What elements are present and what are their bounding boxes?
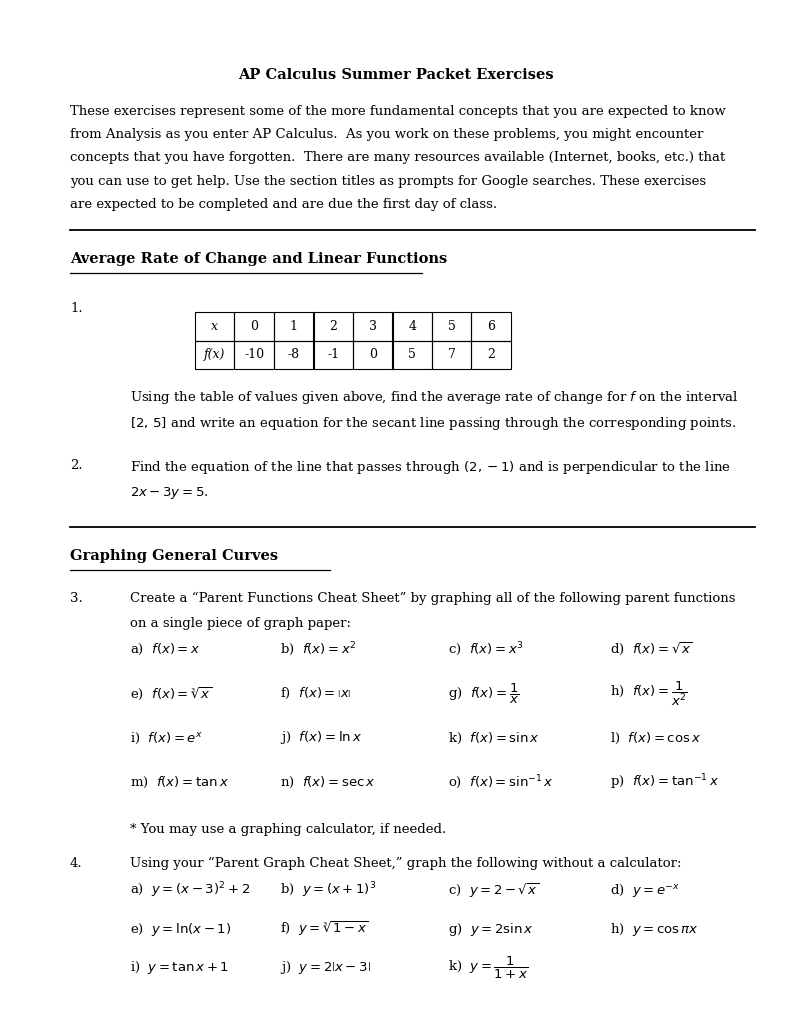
Text: from Analysis as you enter AP Calculus.  As you work on these problems, you migh: from Analysis as you enter AP Calculus. … xyxy=(70,128,703,141)
Text: a)  $y=(x-3)^2+2$: a) $y=(x-3)^2+2$ xyxy=(130,881,250,900)
Text: concepts that you have forgotten.  There are many resources available (Internet,: concepts that you have forgotten. There … xyxy=(70,152,725,165)
Text: n)  $f(x)=\sec x$: n) $f(x)=\sec x$ xyxy=(280,775,376,791)
Text: $\left[2,\, 5\right]$ and write an equation for the secant line passing through : $\left[2,\, 5\right]$ and write an equat… xyxy=(130,416,736,432)
Text: * You may use a graphing calculator, if needed.: * You may use a graphing calculator, if … xyxy=(130,823,446,836)
Text: Create a “Parent Functions Cheat Sheet” by graphing all of the following parent : Create a “Parent Functions Cheat Sheet” … xyxy=(130,592,736,605)
Text: f(x): f(x) xyxy=(204,348,225,361)
Text: h)  $f(x)=\dfrac{1}{x^2}$: h) $f(x)=\dfrac{1}{x^2}$ xyxy=(610,679,688,708)
Bar xyxy=(471,341,511,369)
Text: e)  $f(x)=\sqrt[3]{x}$: e) $f(x)=\sqrt[3]{x}$ xyxy=(130,685,212,701)
Bar xyxy=(234,312,274,341)
Text: k)  $y=\dfrac{1}{1+x}$: k) $y=\dfrac{1}{1+x}$ xyxy=(448,954,528,981)
Text: 5: 5 xyxy=(448,319,456,333)
Text: -8: -8 xyxy=(288,348,300,361)
Text: b)  $y=(x+1)^3$: b) $y=(x+1)^3$ xyxy=(280,881,377,900)
Text: 7: 7 xyxy=(448,348,456,361)
Text: d)  $y=e^{-x}$: d) $y=e^{-x}$ xyxy=(610,882,680,899)
Text: k)  $f(x)=\sin x$: k) $f(x)=\sin x$ xyxy=(448,730,539,745)
Text: $2x - 3y = 5$.: $2x - 3y = 5$. xyxy=(130,485,209,502)
Bar xyxy=(392,341,432,369)
Bar xyxy=(432,312,471,341)
Bar xyxy=(353,341,392,369)
Text: Using your “Parent Graph Cheat Sheet,” graph the following without a calculator:: Using your “Parent Graph Cheat Sheet,” g… xyxy=(130,857,682,870)
Text: j)  $f(x)=\ln x$: j) $f(x)=\ln x$ xyxy=(280,729,362,746)
Text: c)  $f(x)=x^3$: c) $f(x)=x^3$ xyxy=(448,640,524,657)
Text: f)  $y=\sqrt[3]{1-x}$: f) $y=\sqrt[3]{1-x}$ xyxy=(280,920,369,938)
Text: are expected to be completed and are due the first day of class.: are expected to be completed and are due… xyxy=(70,198,497,211)
Text: 0: 0 xyxy=(250,319,258,333)
Text: 0: 0 xyxy=(369,348,377,361)
Text: Graphing General Curves: Graphing General Curves xyxy=(70,549,278,563)
Text: 6: 6 xyxy=(487,319,495,333)
Text: h)  $y=\cos \pi x$: h) $y=\cos \pi x$ xyxy=(610,921,698,938)
Bar xyxy=(313,341,353,369)
Text: 3: 3 xyxy=(369,319,377,333)
Text: 2: 2 xyxy=(329,319,337,333)
Text: Using the table of values given above, find the average rate of change for $f$ o: Using the table of values given above, f… xyxy=(130,389,739,406)
Text: 2: 2 xyxy=(487,348,495,361)
Bar xyxy=(274,312,313,341)
Bar xyxy=(195,312,234,341)
Bar xyxy=(432,341,471,369)
Text: m)  $f(x)=\tan x$: m) $f(x)=\tan x$ xyxy=(130,775,229,791)
Text: -10: -10 xyxy=(244,348,264,361)
Text: 2.: 2. xyxy=(70,459,82,472)
Text: 4.: 4. xyxy=(70,857,82,870)
Text: i)  $y=\tan x+1$: i) $y=\tan x+1$ xyxy=(130,959,229,976)
Bar xyxy=(234,341,274,369)
Bar xyxy=(471,312,511,341)
Text: a)  $f(x)=x$: a) $f(x)=x$ xyxy=(130,641,201,656)
Text: -1: -1 xyxy=(327,348,339,361)
Text: Find the equation of the line that passes through $(2, -1)$ and is perpendicular: Find the equation of the line that passe… xyxy=(130,459,731,476)
Text: d)  $f(x)=\sqrt{x}$: d) $f(x)=\sqrt{x}$ xyxy=(610,641,693,657)
Text: p)  $f(x)=\tan^{-1} x$: p) $f(x)=\tan^{-1} x$ xyxy=(610,773,719,793)
Text: c)  $y=2-\sqrt{x}$: c) $y=2-\sqrt{x}$ xyxy=(448,881,539,900)
Text: g)  $f(x)=\dfrac{1}{x}$: g) $f(x)=\dfrac{1}{x}$ xyxy=(448,681,520,706)
Text: 1.: 1. xyxy=(70,302,82,315)
Text: x: x xyxy=(211,319,218,333)
Text: l)  $f(x)=\cos x$: l) $f(x)=\cos x$ xyxy=(610,730,702,745)
Text: g)  $y=2\sin x$: g) $y=2\sin x$ xyxy=(448,921,534,938)
Bar xyxy=(392,312,432,341)
Text: f)  $f(x)=\left|x\right|$: f) $f(x)=\left|x\right|$ xyxy=(280,686,351,701)
Text: 5: 5 xyxy=(408,348,416,361)
Text: 4: 4 xyxy=(408,319,416,333)
Text: i)  $f(x)=e^x$: i) $f(x)=e^x$ xyxy=(130,730,203,745)
Bar xyxy=(313,312,353,341)
Text: b)  $f(x)=x^2$: b) $f(x)=x^2$ xyxy=(280,640,357,657)
Text: on a single piece of graph paper:: on a single piece of graph paper: xyxy=(130,616,351,630)
Text: 1: 1 xyxy=(290,319,297,333)
Bar xyxy=(274,341,313,369)
Bar xyxy=(353,312,392,341)
Text: you can use to get help. Use the section titles as prompts for Google searches. : you can use to get help. Use the section… xyxy=(70,175,706,187)
Text: j)  $y=2\left|x-3\right|$: j) $y=2\left|x-3\right|$ xyxy=(280,959,371,976)
Text: o)  $f(x)=\sin^{-1} x$: o) $f(x)=\sin^{-1} x$ xyxy=(448,774,554,792)
Text: 3.: 3. xyxy=(70,592,83,605)
Text: Average Rate of Change and Linear Functions: Average Rate of Change and Linear Functi… xyxy=(70,252,447,266)
Bar xyxy=(195,341,234,369)
Text: AP Calculus Summer Packet Exercises: AP Calculus Summer Packet Exercises xyxy=(237,68,554,82)
Text: These exercises represent some of the more fundamental concepts that you are exp: These exercises represent some of the mo… xyxy=(70,105,726,118)
Text: e)  $y=\ln(x-1)$: e) $y=\ln(x-1)$ xyxy=(130,921,231,938)
